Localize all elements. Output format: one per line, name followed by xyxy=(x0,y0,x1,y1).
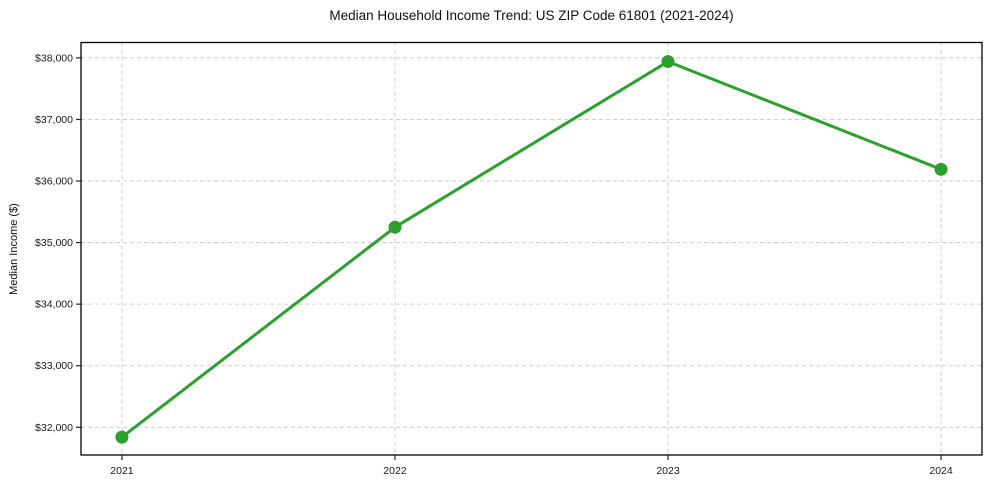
y-tick-label: $35,000 xyxy=(35,237,73,249)
x-tick-label: 2021 xyxy=(110,465,134,477)
data-point xyxy=(388,220,402,234)
y-tick-label: $32,000 xyxy=(35,422,73,434)
y-tick-label: $36,000 xyxy=(35,176,73,188)
x-tick-label: 2022 xyxy=(383,465,407,477)
y-tick-label: $38,000 xyxy=(35,52,73,64)
y-tick-label: $37,000 xyxy=(35,114,73,126)
chart-title: Median Household Income Trend: US ZIP Co… xyxy=(329,8,734,23)
x-tick-label: 2023 xyxy=(656,465,680,477)
y-tick-label: $33,000 xyxy=(35,360,73,372)
data-point xyxy=(661,55,675,69)
data-point xyxy=(934,162,948,176)
plot-border xyxy=(80,41,983,456)
data-point xyxy=(115,430,129,444)
x-tick-label: 2024 xyxy=(929,465,953,477)
y-tick-label: $34,000 xyxy=(35,299,73,311)
trend-line xyxy=(120,60,943,439)
